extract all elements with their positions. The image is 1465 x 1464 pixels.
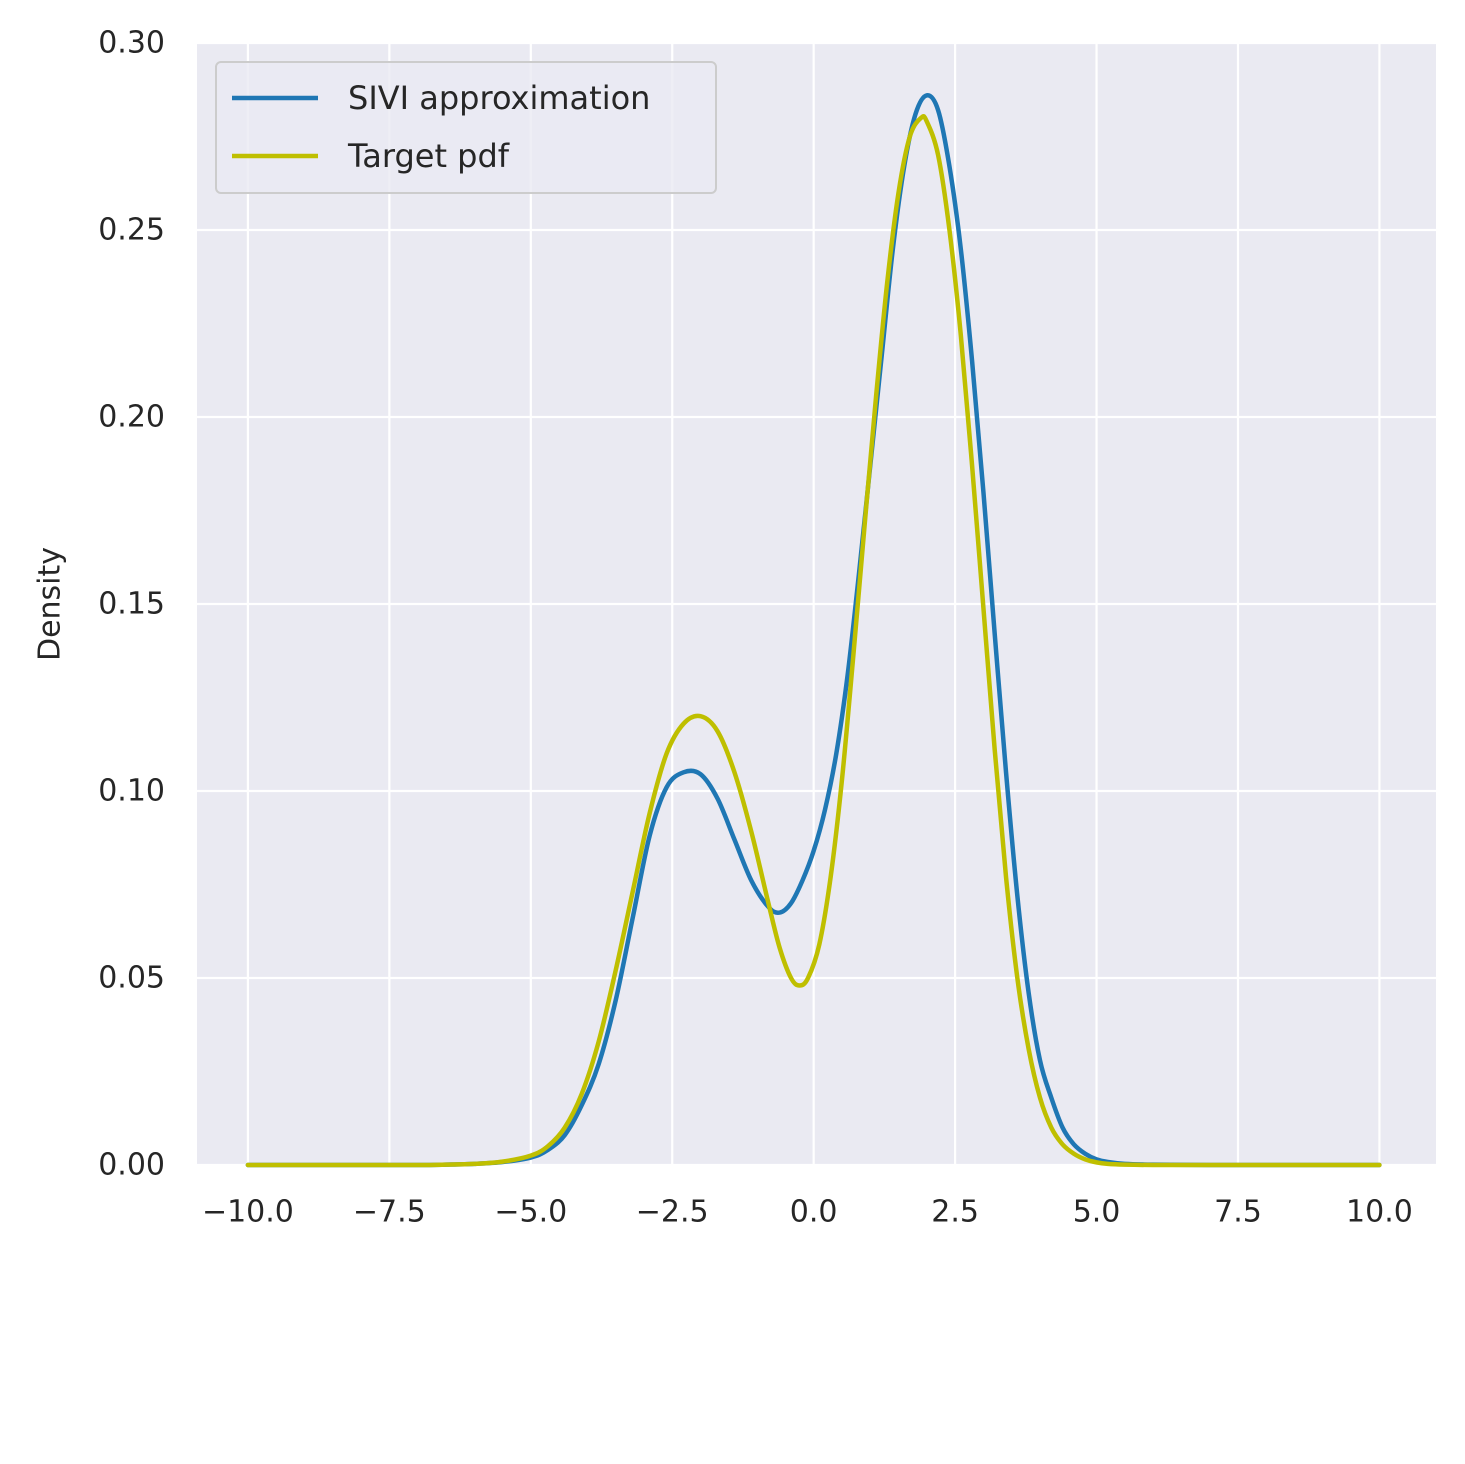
x-tick-label: −2.5 — [636, 1195, 709, 1230]
x-tick-label: 5.0 — [1073, 1195, 1121, 1230]
legend-box — [215, 61, 717, 194]
x-tick-label: 7.5 — [1214, 1195, 1262, 1230]
x-axis: −10.0 −7.5 −5.0 −2.5 0.0 2.5 5.0 7.5 10.0 — [202, 1195, 1413, 1230]
y-tick-label: 0.05 — [98, 961, 165, 996]
x-tick-label: 10.0 — [1346, 1195, 1413, 1230]
x-tick-label: −10.0 — [202, 1195, 294, 1230]
grid-lines — [197, 41, 1436, 1167]
y-tick-label: 0.25 — [98, 213, 165, 248]
y-axis-label: Density — [33, 547, 68, 661]
legend-label: SIVI approximation — [348, 79, 650, 117]
legend: SIVI approximation Target pdf — [215, 61, 717, 194]
y-tick-label: 0.20 — [98, 400, 165, 435]
x-tick-label: −5.0 — [494, 1195, 567, 1230]
series-layer — [245, 93, 1382, 1168]
y-tick-label: 0.00 — [98, 1148, 165, 1183]
x-tick-label: −7.5 — [353, 1195, 426, 1230]
legend-label: Target pdf — [347, 137, 510, 175]
y-tick-label: 0.15 — [98, 587, 165, 622]
series-line-1 — [245, 114, 1382, 1168]
x-tick-label: 2.5 — [931, 1195, 979, 1230]
y-axis: 0.00 0.05 0.10 0.15 0.20 0.25 0.30 — [98, 26, 165, 1183]
y-tick-label: 0.30 — [98, 26, 165, 61]
y-tick-label: 0.10 — [98, 774, 165, 809]
x-tick-label: 0.0 — [790, 1195, 838, 1230]
